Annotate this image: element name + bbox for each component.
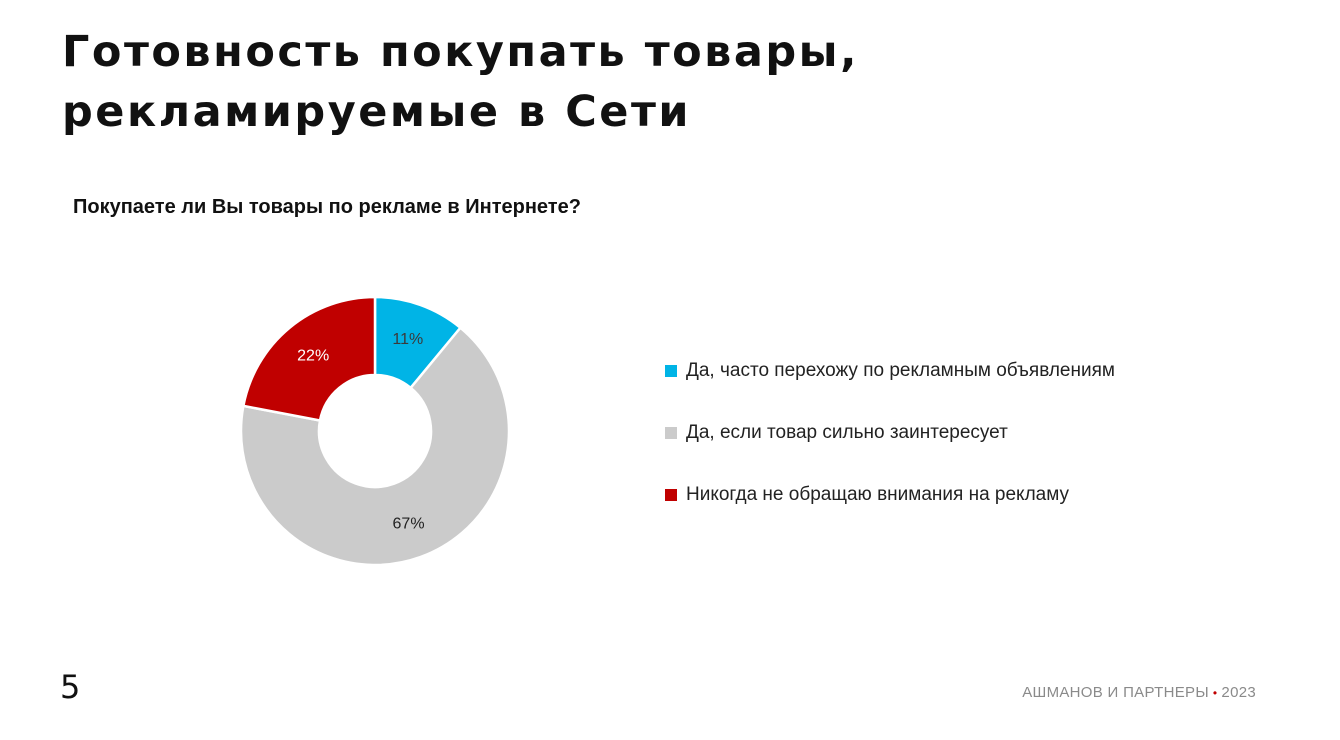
chart-legend: Да, часто перехожу по рекламным объявлен… [665, 358, 1265, 544]
legend-item: Да, часто перехожу по рекламным объявлен… [665, 358, 1265, 384]
page-number: 5 [60, 668, 81, 706]
donut-slice [239, 326, 511, 567]
title-line-1: Готовность покупать товары, [62, 27, 859, 77]
footer-year: 2023 [1221, 684, 1256, 701]
legend-swatch [665, 427, 677, 439]
legend-swatch [665, 365, 677, 377]
legend-label: Да, если товар сильно заинтересует [686, 422, 1008, 443]
legend-label: Никогда не обращаю внимания на рекламу [686, 484, 1070, 505]
slice-value-label: 22% [297, 347, 329, 364]
footer-company: АШМАНОВ И ПАРТНЕРЫ [1022, 684, 1209, 701]
legend-item: Никогда не обращаю внимания на рекламу [665, 482, 1265, 508]
footer-brand: АШМАНОВ И ПАРТНЕРЫ • 2023 [1022, 684, 1256, 701]
legend-item: Да, если товар сильно заинтересует [665, 420, 1265, 446]
donut-slice [242, 295, 377, 422]
title-line-2: рекламируемые в Сети [62, 87, 692, 137]
slice-value-label: 67% [393, 515, 425, 532]
donut-chart: 11% 67% 22% [239, 295, 511, 567]
legend-swatch [665, 489, 677, 501]
footer-dot: • [1212, 686, 1218, 700]
page-title: Готовность покупать товары, рекламируемы… [62, 22, 962, 142]
legend-label: Да, часто перехожу по рекламным объявлен… [686, 360, 1115, 381]
chart-question: Покупаете ли Вы товары по рекламе в Инте… [73, 196, 581, 218]
slice-value-label: 11% [392, 331, 423, 348]
